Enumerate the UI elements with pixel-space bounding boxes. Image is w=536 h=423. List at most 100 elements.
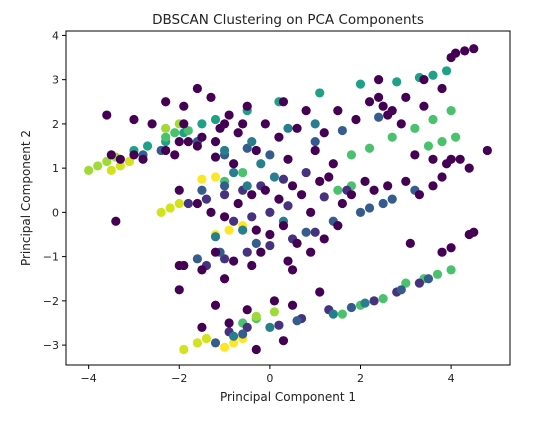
data-point-c7 <box>107 166 116 175</box>
data-point-c2 <box>193 254 202 263</box>
data-point-c2 <box>197 186 206 195</box>
data-point-noise <box>419 102 428 111</box>
data-point-noise <box>197 323 206 332</box>
data-point-noise <box>401 93 410 102</box>
data-point-noise <box>315 177 324 186</box>
data-point-c2 <box>365 203 374 212</box>
data-point-noise <box>116 155 125 164</box>
x-axis-label: Principal Component 1 <box>220 390 356 404</box>
data-point-noise <box>175 261 184 270</box>
data-point-noise <box>175 137 184 146</box>
data-point-c2 <box>220 181 229 190</box>
data-point-c4 <box>315 88 324 97</box>
data-point-noise <box>469 44 478 53</box>
data-point-noise <box>415 190 424 199</box>
data-point-c4 <box>143 141 152 150</box>
data-point-c6 <box>161 124 170 133</box>
data-point-c5 <box>238 168 247 177</box>
data-point-noise <box>288 301 297 310</box>
x-axis: −4 −2 0 2 4 <box>81 365 455 385</box>
data-point-noise <box>111 217 120 226</box>
data-point-noise <box>179 102 188 111</box>
x-tick-label: −2 <box>171 372 187 385</box>
data-point-c5 <box>379 294 388 303</box>
data-point-noise <box>333 221 342 230</box>
data-point-c2 <box>311 137 320 146</box>
data-point-noise <box>270 296 279 305</box>
plot-area <box>66 31 510 365</box>
data-point-c1 <box>202 195 211 204</box>
data-point-c1 <box>302 168 311 177</box>
data-point-c2 <box>211 338 220 347</box>
data-point-noise <box>197 265 206 274</box>
data-point-noise <box>351 115 360 124</box>
data-point-noise <box>383 181 392 190</box>
data-point-noise <box>170 150 179 159</box>
data-point-c5 <box>447 265 456 274</box>
data-point-noise <box>397 119 406 128</box>
data-point-c1 <box>247 212 256 221</box>
data-point-noise <box>288 181 297 190</box>
data-point-noise <box>197 133 206 142</box>
data-point-noise <box>274 195 283 204</box>
data-point-noise <box>175 186 184 195</box>
data-point-c5 <box>424 141 433 150</box>
data-point-noise <box>102 110 111 119</box>
y-tick-label: −2 <box>43 295 59 308</box>
data-point-noise <box>247 190 256 199</box>
data-point-noise <box>234 128 243 137</box>
data-point-noise <box>193 141 202 150</box>
data-point-noise <box>460 46 469 55</box>
data-point-noise <box>261 186 270 195</box>
data-point-c2 <box>356 208 365 217</box>
data-point-noise <box>238 119 247 128</box>
data-point-c5 <box>428 115 437 124</box>
data-point-noise <box>292 124 301 133</box>
data-point-noise <box>252 225 261 234</box>
data-point-noise <box>211 137 220 146</box>
chart-title: DBSCAN Clustering on PCA Components <box>152 12 424 28</box>
data-point-noise <box>252 146 261 155</box>
data-point-noise <box>306 208 315 217</box>
data-point-c3 <box>256 159 265 168</box>
data-point-c6 <box>93 161 102 170</box>
data-point-c1 <box>265 241 274 250</box>
data-point-noise <box>206 93 215 102</box>
y-tick-label: 3 <box>52 74 59 87</box>
data-point-noise <box>234 199 243 208</box>
data-point-c5 <box>410 124 419 133</box>
data-point-noise <box>388 106 397 115</box>
data-point-noise <box>437 248 446 257</box>
data-point-noise <box>252 345 261 354</box>
data-point-c2 <box>347 303 356 312</box>
data-point-noise <box>465 164 474 173</box>
data-point-noise <box>379 102 388 111</box>
data-point-noise <box>147 119 156 128</box>
data-point-c1 <box>229 217 238 226</box>
y-tick-label: 4 <box>52 29 59 42</box>
data-point-c1 <box>369 296 378 305</box>
data-point-noise <box>243 102 252 111</box>
x-tick-label: −4 <box>81 372 97 385</box>
data-point-noise <box>419 75 428 84</box>
data-point-c3 <box>220 146 229 155</box>
data-point-noise <box>243 305 252 314</box>
data-point-noise <box>360 177 369 186</box>
data-point-c2 <box>265 150 274 159</box>
data-point-c3 <box>311 119 320 128</box>
data-point-c2 <box>238 329 247 338</box>
data-point-c2 <box>292 316 301 325</box>
data-point-noise <box>437 84 446 93</box>
data-point-c4 <box>356 79 365 88</box>
data-point-c7 <box>179 345 188 354</box>
data-point-noise <box>437 172 446 181</box>
data-point-c3 <box>229 332 238 341</box>
data-point-c5 <box>170 128 179 137</box>
data-point-c2 <box>388 195 397 204</box>
data-point-c1 <box>311 228 320 237</box>
data-point-noise <box>206 208 215 217</box>
data-point-c2 <box>302 228 311 237</box>
x-tick-label: 0 <box>266 372 273 385</box>
x-tick-label: 2 <box>357 372 364 385</box>
